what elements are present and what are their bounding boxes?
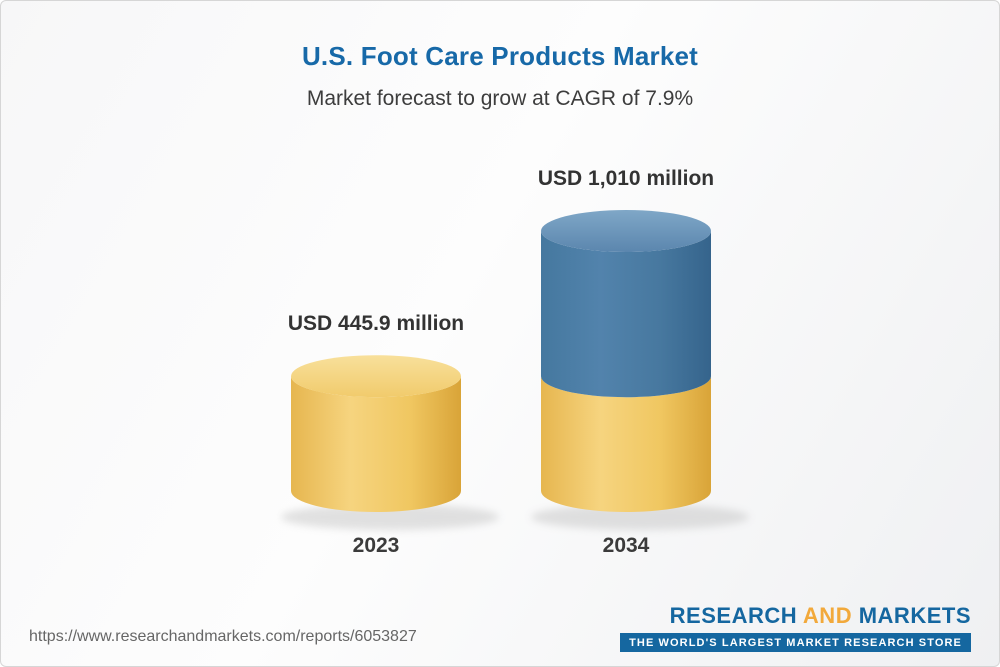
logo-word-markets: MARKETS	[858, 603, 971, 628]
logo-tagline: THE WORLD'S LARGEST MARKET RESEARCH STOR…	[620, 633, 971, 652]
value-label-2034: USD 1,010 million	[537, 167, 715, 190]
company-logo-wordmark: RESEARCH AND MARKETS	[620, 603, 971, 629]
chart-subtitle: Market forecast to grow at CAGR of 7.9%	[306, 87, 694, 110]
logo-word-research: RESEARCH	[669, 603, 798, 628]
category-label-2023: 2023	[352, 534, 400, 557]
logo-word-and: AND	[802, 603, 853, 628]
value-label-2023: USD 445.9 million	[287, 312, 465, 336]
company-logo: RESEARCH AND MARKETS THE WORLD'S LARGEST…	[620, 603, 971, 652]
report-url-link[interactable]: https://www.researchandmarkets.com/repor…	[29, 628, 417, 645]
chart-title: U.S. Foot Care Products Market	[301, 41, 699, 71]
category-label-2034: 2034	[602, 534, 650, 557]
